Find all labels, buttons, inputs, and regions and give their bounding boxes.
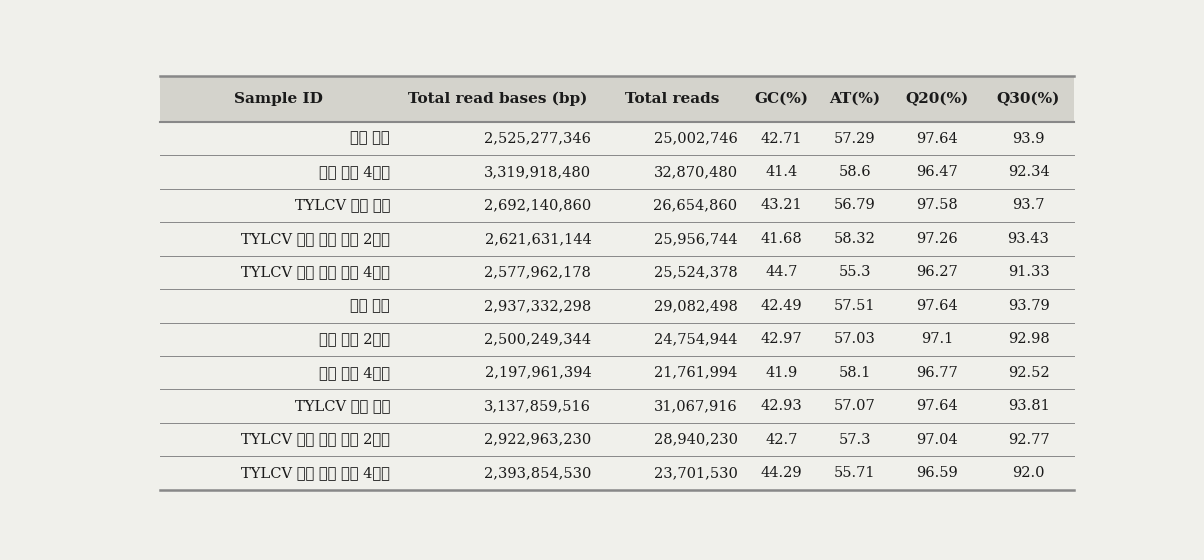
Text: 93.9: 93.9 xyxy=(1013,132,1045,146)
Text: 32,870,480: 32,870,480 xyxy=(654,165,738,179)
Text: 92.77: 92.77 xyxy=(1008,432,1050,447)
Text: 57.51: 57.51 xyxy=(834,299,875,313)
Bar xyxy=(160,155,1074,189)
Bar xyxy=(160,456,1074,490)
Text: 41.4: 41.4 xyxy=(766,165,798,179)
Text: 96.77: 96.77 xyxy=(916,366,958,380)
Text: 2,577,962,178: 2,577,962,178 xyxy=(484,265,591,279)
Text: TYLCV 감염 종자: TYLCV 감염 종자 xyxy=(295,399,390,413)
Text: 25,956,744: 25,956,744 xyxy=(654,232,738,246)
Text: 2,937,332,298: 2,937,332,298 xyxy=(484,299,591,313)
Text: 43.21: 43.21 xyxy=(761,198,802,212)
Text: 97.64: 97.64 xyxy=(916,132,958,146)
Text: 25,002,746: 25,002,746 xyxy=(654,132,738,146)
Text: 92.98: 92.98 xyxy=(1008,332,1050,346)
Bar xyxy=(160,389,1074,423)
Text: TYLCV 감염 체종 유묘 2주차: TYLCV 감염 체종 유묘 2주차 xyxy=(241,232,390,246)
Text: 92.52: 92.52 xyxy=(1008,366,1050,380)
Text: TYLCV 감염 체종 유묘 4주차: TYLCV 감염 체종 유묘 4주차 xyxy=(241,466,390,480)
Bar xyxy=(160,122,1074,155)
Text: Total read bases (bp): Total read bases (bp) xyxy=(408,92,588,106)
Text: 93.43: 93.43 xyxy=(1008,232,1050,246)
Text: 26,654,860: 26,654,860 xyxy=(654,198,738,212)
Bar xyxy=(160,423,1074,456)
Text: 21,761,994: 21,761,994 xyxy=(654,366,738,380)
Text: 3,319,918,480: 3,319,918,480 xyxy=(484,165,591,179)
Text: 55.71: 55.71 xyxy=(834,466,875,480)
Text: 41.68: 41.68 xyxy=(761,232,803,246)
Text: 29,082,498: 29,082,498 xyxy=(654,299,738,313)
Text: 97.04: 97.04 xyxy=(916,432,958,447)
Text: 건전 종자: 건전 종자 xyxy=(350,132,390,146)
Text: 93.81: 93.81 xyxy=(1008,399,1050,413)
Bar xyxy=(160,189,1074,222)
Text: 3,137,859,516: 3,137,859,516 xyxy=(484,399,591,413)
Text: AT(%): AT(%) xyxy=(830,92,880,106)
Text: 23,701,530: 23,701,530 xyxy=(654,466,738,480)
Text: 42.93: 42.93 xyxy=(761,399,803,413)
Text: 56.79: 56.79 xyxy=(834,198,875,212)
Text: 97.58: 97.58 xyxy=(916,198,958,212)
Bar xyxy=(160,289,1074,323)
Text: 2,525,277,346: 2,525,277,346 xyxy=(484,132,591,146)
Text: 24,754,944: 24,754,944 xyxy=(654,332,738,346)
Text: 57.07: 57.07 xyxy=(834,399,875,413)
Text: 57.29: 57.29 xyxy=(834,132,875,146)
Text: 42.7: 42.7 xyxy=(766,432,798,447)
Text: 97.64: 97.64 xyxy=(916,299,958,313)
Text: 2,500,249,344: 2,500,249,344 xyxy=(484,332,591,346)
Text: 2,621,631,144: 2,621,631,144 xyxy=(484,232,591,246)
Text: 96.27: 96.27 xyxy=(916,265,958,279)
Text: 44.29: 44.29 xyxy=(761,466,802,480)
Text: 91.33: 91.33 xyxy=(1008,265,1050,279)
Text: 96.59: 96.59 xyxy=(916,466,958,480)
Bar xyxy=(160,255,1074,289)
Text: 건전 유묘 2주차: 건전 유묘 2주차 xyxy=(319,332,390,346)
Text: 2,197,961,394: 2,197,961,394 xyxy=(484,366,591,380)
Text: 97.64: 97.64 xyxy=(916,399,958,413)
Text: 31,067,916: 31,067,916 xyxy=(654,399,738,413)
Text: 건전 유묘 4주차: 건전 유묘 4주차 xyxy=(319,165,390,179)
Text: 58.6: 58.6 xyxy=(838,165,872,179)
Text: 58.32: 58.32 xyxy=(834,232,875,246)
Text: 28,940,230: 28,940,230 xyxy=(654,432,738,447)
Text: TYLCV 감염 체종 유묘 4주차: TYLCV 감염 체종 유묘 4주차 xyxy=(241,265,390,279)
Text: 44.7: 44.7 xyxy=(766,265,798,279)
Text: 57.3: 57.3 xyxy=(838,432,870,447)
Text: 42.97: 42.97 xyxy=(761,332,802,346)
Text: 97.26: 97.26 xyxy=(916,232,958,246)
Text: 96.47: 96.47 xyxy=(916,165,958,179)
Bar xyxy=(160,323,1074,356)
Text: 41.9: 41.9 xyxy=(766,366,798,380)
Text: 93.79: 93.79 xyxy=(1008,299,1050,313)
Text: 25,524,378: 25,524,378 xyxy=(654,265,738,279)
Text: 92.34: 92.34 xyxy=(1008,165,1050,179)
Text: Total reads: Total reads xyxy=(625,92,719,106)
Text: Q30(%): Q30(%) xyxy=(997,92,1061,106)
Text: 건전 유묘 4주차: 건전 유묘 4주차 xyxy=(319,366,390,380)
Text: 건전 종자: 건전 종자 xyxy=(350,299,390,313)
Text: 2,692,140,860: 2,692,140,860 xyxy=(484,198,591,212)
Text: 58.1: 58.1 xyxy=(839,366,870,380)
Text: 2,922,963,230: 2,922,963,230 xyxy=(484,432,591,447)
Text: 97.1: 97.1 xyxy=(921,332,954,346)
Text: GC(%): GC(%) xyxy=(755,92,809,106)
Bar xyxy=(160,222,1074,255)
Text: TYLCV 감염 체종 유묘 2주차: TYLCV 감염 체종 유묘 2주차 xyxy=(241,432,390,447)
Text: TYLCV 감염 종자: TYLCV 감염 종자 xyxy=(295,198,390,212)
Text: 42.49: 42.49 xyxy=(761,299,802,313)
Text: 92.0: 92.0 xyxy=(1013,466,1045,480)
Text: 55.3: 55.3 xyxy=(838,265,870,279)
Text: 42.71: 42.71 xyxy=(761,132,802,146)
Text: 93.7: 93.7 xyxy=(1013,198,1045,212)
Text: 57.03: 57.03 xyxy=(834,332,875,346)
Bar xyxy=(160,356,1074,389)
Text: Sample ID: Sample ID xyxy=(235,92,323,106)
Bar xyxy=(160,76,1074,122)
Text: Q20(%): Q20(%) xyxy=(905,92,969,106)
Text: 2,393,854,530: 2,393,854,530 xyxy=(484,466,591,480)
